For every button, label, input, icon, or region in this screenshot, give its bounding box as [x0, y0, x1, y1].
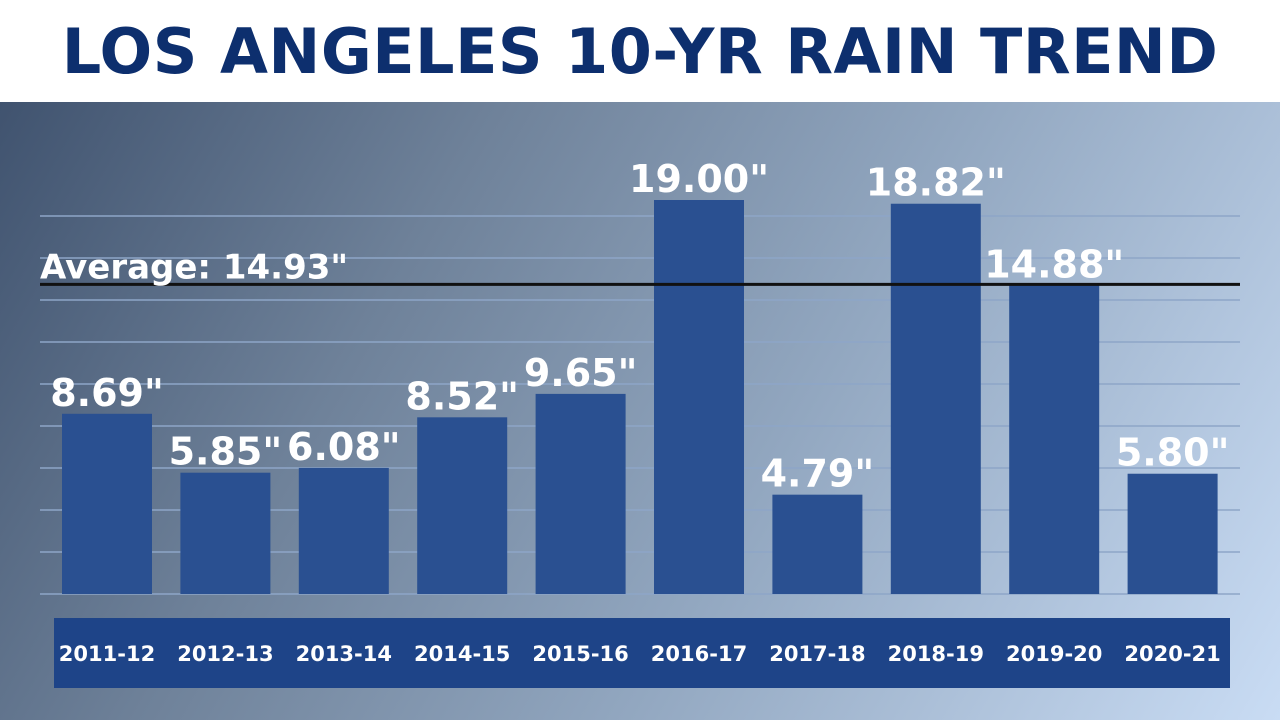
average-line-group: Average: 14.93" — [40, 247, 1240, 287]
bar-2014-15 — [417, 417, 508, 594]
bar-2016-17 — [654, 200, 744, 594]
category-tick-label: 2012-13 — [177, 642, 273, 666]
bar-value-label: 5.85" — [169, 430, 283, 474]
category-tick-label: 2018-19 — [888, 642, 984, 666]
average-label: Average: 14.93" — [40, 247, 348, 287]
category-band — [54, 618, 1230, 688]
bar-2019-20 — [1009, 285, 1100, 594]
bar-chart: Average: 14.93" 8.69"5.85" 6.08"8.52"9.65… — [40, 157, 1240, 688]
chart-title: LOS ANGELES 10-YR RAIN TREND — [61, 14, 1219, 88]
bar-2017-18 — [772, 494, 863, 594]
category-tick-label: 2015-16 — [532, 642, 628, 666]
bar-2020-21 — [1127, 473, 1218, 594]
category-tick-label: 2016-17 — [651, 642, 747, 666]
bar-value-label: 19.00" — [629, 157, 769, 201]
category-tick-label: 2020-21 — [1124, 642, 1220, 666]
bar-2015-16 — [535, 393, 626, 594]
bar-value-label: 4.79" — [761, 452, 875, 496]
category-tick-label: 2011-12 — [59, 642, 155, 666]
category-tick-label: 2019-20 — [1006, 642, 1102, 666]
bars — [62, 200, 1218, 594]
header-banner: LOS ANGELES 10-YR RAIN TREND — [0, 0, 1280, 102]
bar-value-label: 8.52" — [405, 374, 519, 418]
bar-2013-14 — [298, 467, 389, 594]
bar-value-labels: 8.69"5.85" 6.08"8.52"9.65" 19.00" 4.79" 18.8… — [50, 157, 1229, 496]
bar-value-label: 14.88" — [984, 242, 1124, 286]
bar-value-label: 9.65" — [524, 351, 638, 395]
category-tick-labels: 2011-12 2012-13 2013-14 2014-15 2015-16 2016-… — [59, 642, 1221, 666]
bar-value-label: 8.69" — [50, 371, 164, 415]
category-tick-label: 2017-18 — [769, 642, 865, 666]
bar-2012-13 — [180, 472, 271, 594]
bar-2011-12 — [62, 413, 152, 594]
category-tick-label: 2014-15 — [414, 642, 510, 666]
plot-area: Average: 14.93" 8.69" 5.85" 6.08" 8.52" 9.65… — [0, 102, 1280, 720]
category-tick-label: 2013-14 — [296, 642, 392, 666]
bar-2018-19 — [890, 203, 981, 594]
bar-value-label: 6.08" — [287, 425, 401, 469]
bar-value-label: 5.80" — [1116, 431, 1230, 475]
bar-value-label: 18.82" — [866, 161, 1006, 205]
